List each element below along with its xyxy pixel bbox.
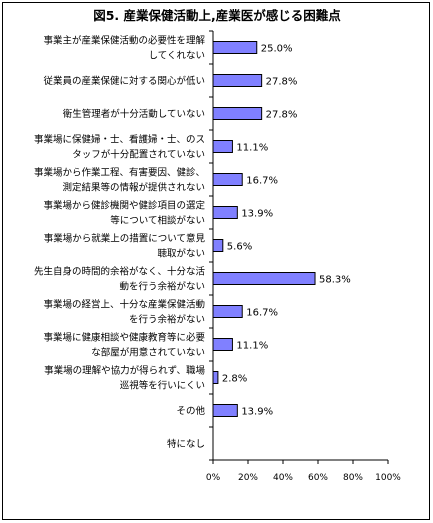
data-label: 2.8%: [222, 374, 247, 385]
bar: [212, 74, 263, 87]
x-tick-label: 20%: [238, 473, 258, 483]
bar-chart: 図5. 産業保健活動上,産業医が感じる困難点 事業主が産業保健活動の必要性を理解…: [34, 8, 401, 483]
data-label: 16.7%: [246, 308, 278, 319]
category-label: 巡視等を行いにくい: [120, 380, 205, 392]
category-label: 動を行う余裕がない: [119, 281, 205, 293]
chart-title: 図5. 産業保健活動上,産業医が感じる困難点: [93, 8, 341, 23]
category-label: 従業員の産業保健に対する関心が低い: [43, 75, 205, 87]
data-label: 13.9%: [241, 209, 273, 220]
bar: [212, 206, 238, 219]
x-tick-label: 60%: [308, 473, 328, 483]
data-label: 5.6%: [227, 242, 252, 253]
bar: [212, 107, 263, 120]
bar: [212, 272, 316, 285]
x-tick-label: 80%: [343, 473, 363, 483]
category-label: 測定結果等の情報が提供されない: [62, 182, 205, 194]
bar: [212, 305, 243, 318]
category-label: を行う余裕がない: [129, 314, 205, 326]
data-label: 16.7%: [246, 176, 278, 187]
category-label: してくれない: [149, 51, 205, 62]
category-label: 事業場から作業工程、有害要因、健診、: [34, 167, 205, 179]
bar: [212, 338, 233, 351]
bar: [212, 173, 243, 186]
data-label: 58.3%: [319, 275, 351, 286]
data-label: 11.1%: [236, 341, 268, 352]
x-tick-label: 40%: [273, 473, 293, 483]
bar: [212, 404, 238, 417]
data-label: 25.0%: [261, 44, 293, 55]
data-label: 27.8%: [266, 77, 298, 88]
category-label: 事業場に健康相談や健康教育等に必要: [43, 332, 205, 344]
x-tick-label: 100%: [375, 473, 401, 483]
x-tick-label: 0%: [206, 473, 221, 483]
chart-frame: 図5. 産業保健活動上,産業医が感じる困難点 事業主が産業保健活動の必要性を理解…: [2, 2, 430, 520]
category-label: 事業場から健診機関や健診項目の選定: [43, 200, 205, 212]
category-label: 特になし: [167, 438, 205, 450]
category-label: タッフが十分配置されていない: [72, 149, 205, 161]
bar: [212, 41, 258, 54]
bar: [212, 140, 233, 153]
category-label: 等について相談がない: [110, 215, 205, 227]
category-label: 事業場の理解や協力が得られず、職場: [44, 365, 205, 377]
data-label: 27.8%: [266, 110, 298, 121]
bar: [212, 239, 224, 252]
category-label: 先生自身の時間的余裕がなく、十分な活: [34, 266, 206, 278]
category-label: 事業場の経営上、十分な産業保健活動: [43, 299, 205, 311]
category-label: 事業場から就業上の措置について意見: [44, 233, 206, 245]
bar: [212, 371, 219, 384]
data-label: 11.1%: [236, 143, 268, 154]
category-label: 事業主が産業保健活動の必要性を理解: [43, 35, 205, 47]
category-label: 衛生管理者が十分活動していない: [63, 108, 205, 120]
category-label: 事業場に保健婦・士、看護婦・士、のス: [34, 134, 205, 146]
data-label: 13.9%: [241, 407, 273, 418]
category-label: その他: [176, 405, 205, 417]
category-label: な部屋が用意されていない: [91, 347, 205, 359]
category-label: 聴取がない: [157, 248, 205, 260]
